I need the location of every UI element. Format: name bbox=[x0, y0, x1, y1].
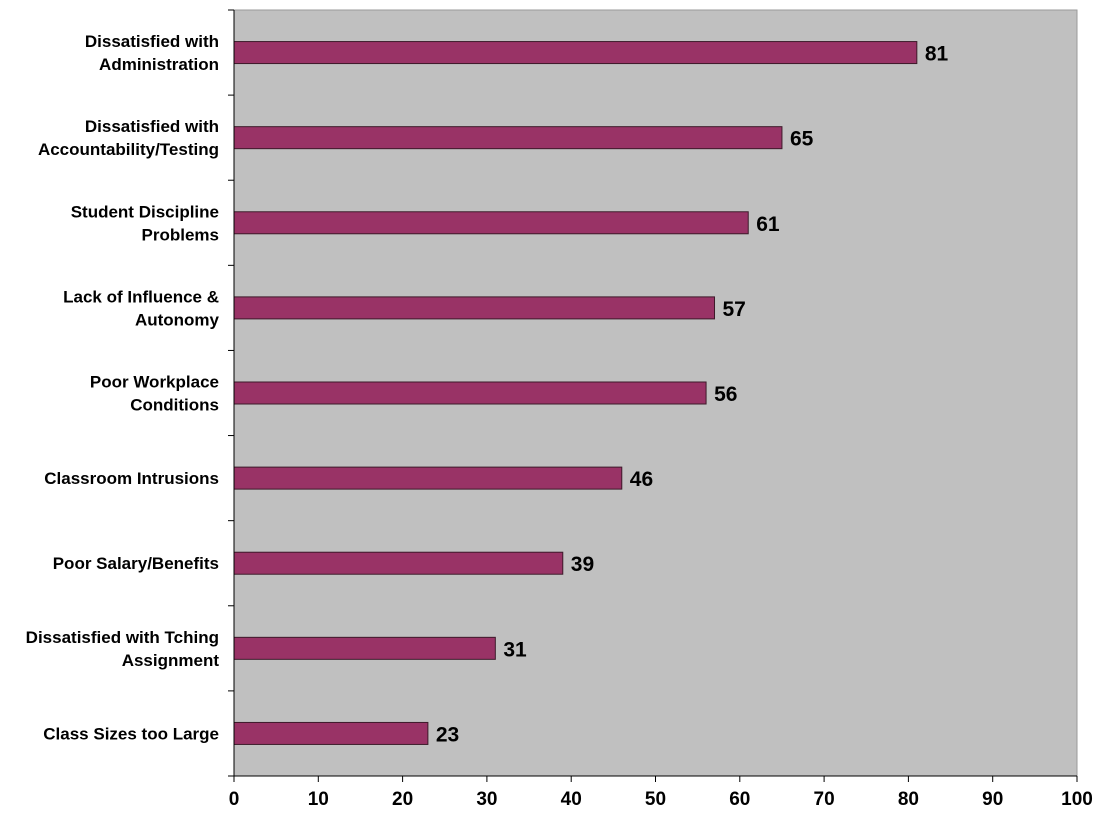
bar bbox=[233, 551, 564, 575]
data-label: 65 bbox=[790, 128, 814, 151]
bar bbox=[233, 381, 707, 405]
x-tick-label: 40 bbox=[561, 789, 582, 810]
x-tick-label: 80 bbox=[898, 789, 919, 810]
data-label: 31 bbox=[503, 638, 527, 661]
bar bbox=[233, 126, 783, 150]
x-tick-label: 70 bbox=[814, 789, 835, 810]
bar bbox=[233, 41, 918, 65]
category-label: Dissatisfied with Tching bbox=[26, 628, 219, 647]
category-label: Class Sizes too Large bbox=[43, 724, 219, 743]
category-label: Accountability/Testing bbox=[38, 140, 219, 159]
category-label: Dissatisfied with bbox=[85, 32, 219, 51]
bar bbox=[233, 636, 496, 660]
x-tick-label: 90 bbox=[982, 789, 1003, 810]
data-label: 39 bbox=[571, 553, 594, 576]
x-tick-label: 60 bbox=[729, 789, 750, 810]
category-label: Assignment bbox=[122, 651, 220, 670]
x-tick-label: 50 bbox=[645, 789, 666, 810]
category-labels: Dissatisfied with Administration Dissatisf… bbox=[26, 32, 220, 743]
x-tick-label: 30 bbox=[476, 789, 497, 810]
bar bbox=[233, 296, 716, 320]
category-label: Lack of Influence & bbox=[63, 287, 219, 306]
data-label: 81 bbox=[925, 43, 949, 66]
bar bbox=[233, 721, 429, 745]
bars: 81 65 61 57 56 46 39 31 23 bbox=[233, 41, 949, 746]
category-label: Student Discipline bbox=[71, 202, 219, 221]
x-tick-label: 100 bbox=[1061, 789, 1093, 810]
category-label: Poor Salary/Benefits bbox=[53, 554, 219, 573]
x-tick-label: 10 bbox=[308, 789, 329, 810]
x-tick-label: 0 bbox=[229, 789, 240, 810]
data-label: 57 bbox=[723, 298, 746, 321]
data-label: 23 bbox=[436, 723, 459, 746]
category-label: Conditions bbox=[130, 396, 219, 415]
category-label: Administration bbox=[99, 55, 219, 74]
category-label: Poor Workplace bbox=[90, 373, 219, 392]
data-label: 56 bbox=[714, 383, 737, 406]
bar bbox=[233, 211, 749, 235]
category-label: Classroom Intrusions bbox=[44, 469, 219, 488]
category-label: Autonomy bbox=[135, 310, 220, 329]
data-label: 61 bbox=[756, 213, 780, 236]
data-label: 46 bbox=[630, 468, 653, 491]
bar bbox=[233, 466, 623, 490]
x-tick-label: 20 bbox=[392, 789, 413, 810]
category-label: Dissatisfied with bbox=[85, 117, 219, 136]
category-label: Problems bbox=[142, 225, 219, 244]
axis-ticks: 0 10 20 30 40 50 60 70 80 90 100 bbox=[228, 9, 1093, 810]
